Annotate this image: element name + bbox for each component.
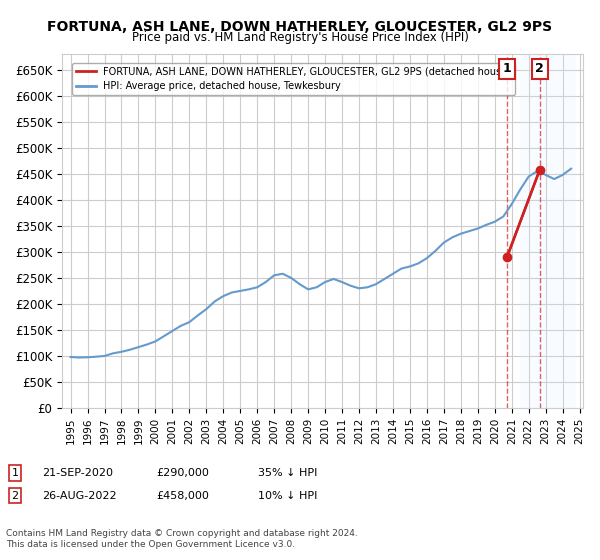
Legend: FORTUNA, ASH LANE, DOWN HATHERLEY, GLOUCESTER, GL2 9PS (detached house), HPI: Av: FORTUNA, ASH LANE, DOWN HATHERLEY, GLOUC… xyxy=(72,63,515,95)
Text: 2: 2 xyxy=(11,491,19,501)
Text: 35% ↓ HPI: 35% ↓ HPI xyxy=(258,468,317,478)
Text: 2: 2 xyxy=(535,62,544,75)
Text: 26-AUG-2022: 26-AUG-2022 xyxy=(42,491,116,501)
Bar xyxy=(520,54,576,408)
Text: Contains HM Land Registry data © Crown copyright and database right 2024.
This d: Contains HM Land Registry data © Crown c… xyxy=(6,529,358,549)
Text: £290,000: £290,000 xyxy=(156,468,209,478)
Text: Price paid vs. HM Land Registry's House Price Index (HPI): Price paid vs. HM Land Registry's House … xyxy=(131,31,469,44)
Text: FORTUNA, ASH LANE, DOWN HATHERLEY, GLOUCESTER, GL2 9PS: FORTUNA, ASH LANE, DOWN HATHERLEY, GLOUC… xyxy=(47,20,553,34)
Text: 1: 1 xyxy=(503,62,511,75)
Text: 1: 1 xyxy=(11,468,19,478)
Text: 21-SEP-2020: 21-SEP-2020 xyxy=(42,468,113,478)
Text: 10% ↓ HPI: 10% ↓ HPI xyxy=(258,491,317,501)
Text: £458,000: £458,000 xyxy=(156,491,209,501)
